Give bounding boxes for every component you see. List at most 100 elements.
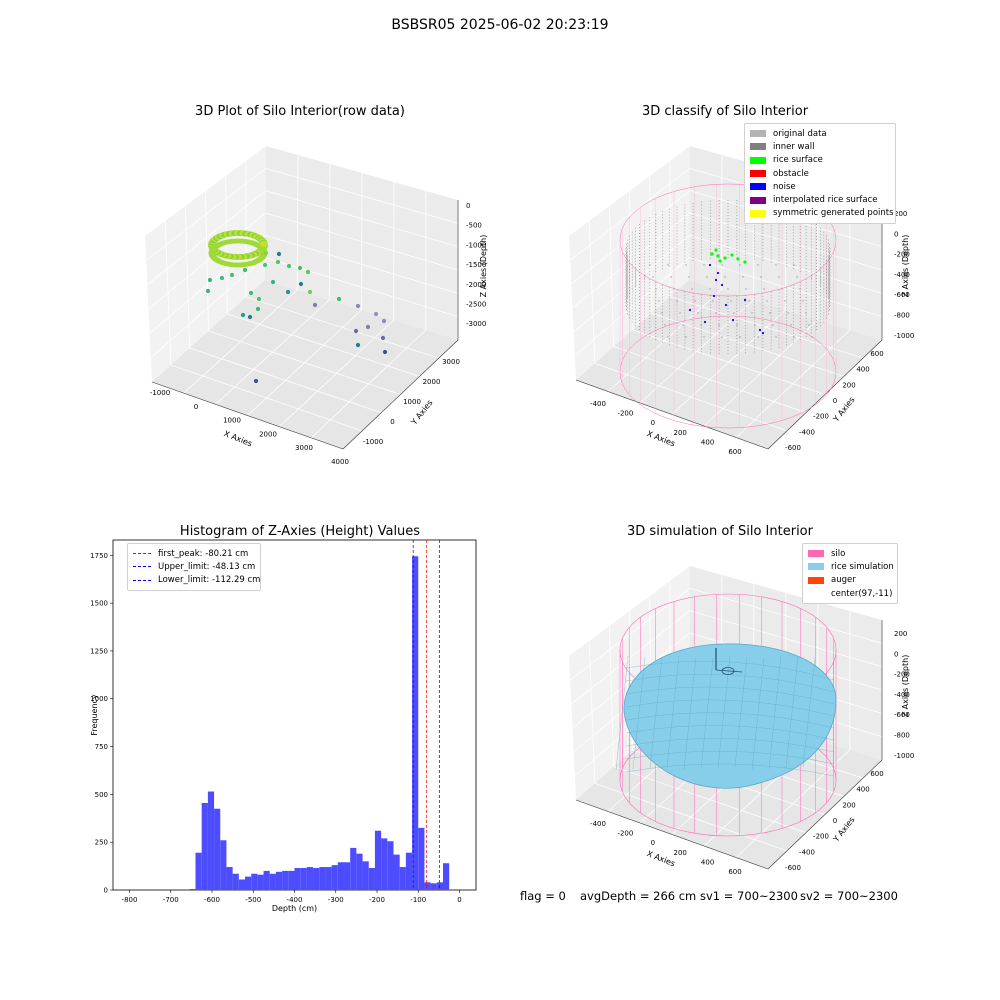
plot3-histogram-bar	[362, 861, 369, 890]
plot1-z-tick-label: -500	[466, 222, 482, 230]
legend-swatch	[808, 590, 824, 598]
legend-label: symmetric generated points	[773, 208, 894, 219]
plot3-histogram-bar	[337, 862, 344, 890]
plot1-data-point	[242, 267, 248, 273]
plot2-title: 3D classify of Silo Interior	[641, 104, 809, 119]
plot2-original-point	[745, 288, 747, 290]
legend-upper-limit: Upper_limit: -48.13 cm	[133, 560, 255, 573]
plot2-original-point	[766, 300, 768, 302]
plot3-y-tick-label: 250	[95, 839, 108, 847]
plot1-data-point	[207, 277, 213, 283]
plot4-z-tick-label: 0	[894, 650, 898, 658]
plot1-data-point	[270, 279, 276, 285]
plot3-histogram-bar	[344, 862, 351, 890]
plot2-original-point	[733, 312, 735, 314]
plot3-histogram-bar	[288, 870, 295, 890]
legend-label: noise	[773, 181, 796, 192]
plot1-x-tick-label: 0	[194, 403, 198, 411]
plot1-data-point	[336, 296, 342, 302]
plot3-histogram-bar	[195, 852, 202, 890]
plot2-original-point	[715, 312, 717, 314]
plot2-original-point	[775, 336, 777, 338]
plot2-x-tick-label: -200	[617, 410, 633, 418]
plot1-data-point	[259, 240, 268, 247]
plot2-original-point	[784, 300, 786, 302]
plot2-original-point	[706, 276, 708, 278]
plot3-histogram-bar	[306, 867, 314, 890]
plot1-data-point	[255, 306, 261, 312]
plot3-x-tick-label: 0	[457, 896, 461, 904]
plot2-legend-item: obstacle	[750, 167, 890, 180]
plot3-histogram-bar	[350, 847, 357, 890]
plot4-y-tick-label: 0	[833, 817, 837, 825]
plot3-histogram-bar	[251, 873, 258, 890]
plot3-x-tick-label: -500	[245, 896, 261, 904]
plot1-data-point	[365, 324, 371, 330]
plot1-z-tick-label: -3000	[466, 320, 486, 328]
plot4-z-tick-label: -200	[894, 671, 910, 679]
plot2-original-point	[754, 324, 756, 326]
plot2-gridline	[670, 296, 864, 359]
plot3-y-tick-label: 750	[95, 743, 108, 751]
plot2-noise-point	[758, 328, 762, 332]
plot3-y-tick-label: 500	[95, 791, 108, 799]
plot2-rice-surface-point	[723, 256, 727, 260]
plot2-floor-pane	[576, 280, 882, 449]
plot2-original-point	[679, 312, 681, 314]
plot1-x-axis-label: X Axies	[223, 429, 254, 448]
plot1-z-tick-label: 0	[466, 202, 470, 210]
plot4-mesh-line	[625, 750, 835, 765]
plot2-original-point	[811, 336, 813, 338]
plot1-x-tick-label: 2000	[259, 430, 277, 438]
plot4-mesh-line	[700, 657, 714, 770]
plot1-z-tick-label: -1500	[466, 261, 486, 269]
plot3-histogram-bar	[263, 870, 270, 890]
plot2-noise-point	[688, 308, 692, 312]
plot2-noise-point	[720, 283, 724, 287]
plot1-data-point	[219, 275, 225, 281]
plot2-z-axis-label: Z Axies (Depth)	[901, 235, 910, 298]
plot3-x-tick-label: -200	[369, 896, 385, 904]
plot2-original-point	[730, 300, 732, 302]
plot3-histogram-bar	[189, 889, 196, 890]
plot3-histogram-bar	[207, 791, 215, 890]
plot4-mesh-line	[625, 763, 835, 777]
plot3-histogram-bar	[381, 838, 388, 890]
plot3-y-axis-label: Frequency	[90, 694, 99, 736]
plot1-x-tick-label: 1000	[223, 417, 241, 425]
plot2-original-point	[781, 288, 783, 290]
figure-title: BSBSR05 2025-06-02 20:23:19	[391, 17, 609, 33]
plot2-original-point	[688, 276, 690, 278]
plot1-data-point	[305, 269, 311, 275]
plot2-original-point	[703, 264, 705, 266]
plot3-histogram-bar	[313, 868, 320, 890]
plot4-mesh-line	[625, 686, 835, 705]
plot2-original-point	[652, 276, 654, 278]
plot2-original-point	[721, 264, 723, 266]
plot4-axis-edge	[767, 759, 883, 870]
plot2-y-tick-label: 600	[870, 350, 883, 358]
plot2-x-tick-label: 0	[651, 419, 655, 427]
plot3-histogram-bar	[430, 883, 437, 890]
footer-sv2: sv2 = 700~2300	[800, 889, 898, 903]
plot3-x-tick-label: -600	[204, 896, 220, 904]
plot2-original-point	[673, 288, 675, 290]
plot2-noise-point	[724, 303, 728, 307]
plot4-z-tick-label: -800	[894, 732, 910, 740]
plot2-z-tick-label: -600	[894, 291, 910, 299]
plot2-axis-edge	[575, 379, 769, 450]
plot4-mesh-line	[615, 655, 629, 771]
plot3-legend: first_peak: -80.21 cm Upper_limit: -48.1…	[127, 543, 261, 591]
plot1-data-point	[263, 250, 269, 256]
plot2-legend-item: interpolated rice surface	[750, 193, 890, 206]
plot2-original-point	[769, 312, 771, 314]
plot2-original-point	[757, 336, 759, 338]
plot2-original-point	[694, 300, 696, 302]
plot2-axis-edge	[767, 339, 883, 450]
footer-sv1: sv1 = 700~2300	[700, 889, 798, 903]
plot1-z-tick-label: -2000	[466, 281, 486, 289]
plot2-original-point	[793, 336, 795, 338]
legend-lower-limit: Lower_limit: -112.29 cm	[133, 574, 260, 587]
plot3-y-tick-label: 1250	[90, 647, 108, 655]
plot1-data-point	[312, 302, 318, 308]
